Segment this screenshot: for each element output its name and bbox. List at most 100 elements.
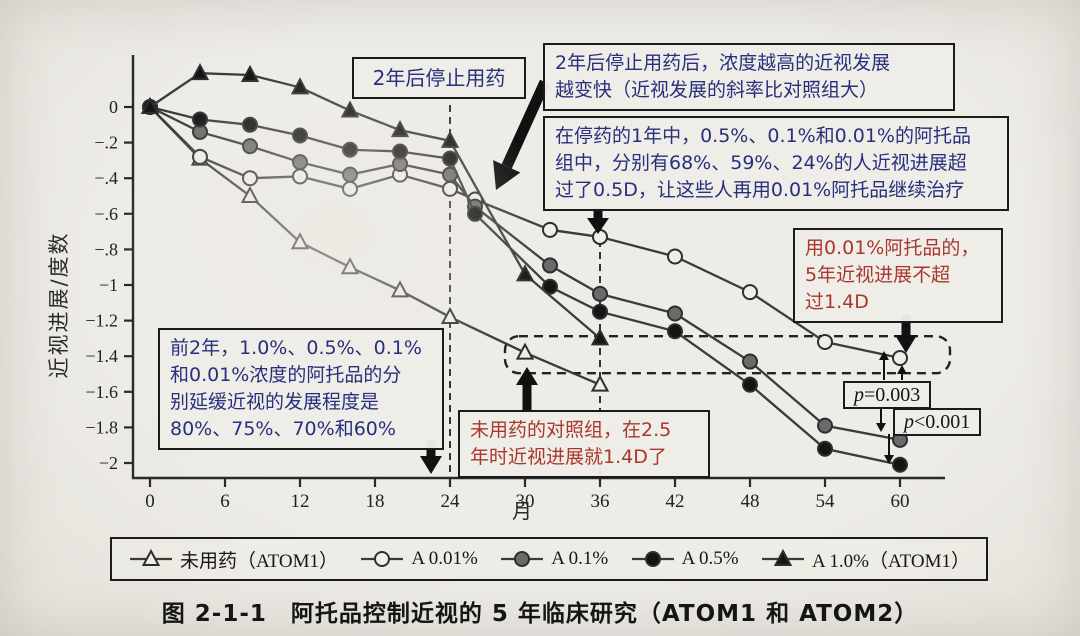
x-tick-label: 6 xyxy=(220,491,230,512)
x-axis-label: 月 xyxy=(512,499,532,523)
arrow-head xyxy=(587,218,609,234)
circle-black-marker xyxy=(892,456,908,473)
annotation-stop-treatment-box: 2年后停止用药 xyxy=(352,57,526,99)
circle-gray-marker xyxy=(817,417,833,434)
y-tick-label: −.4 xyxy=(94,168,118,188)
triangle-open-marker xyxy=(590,374,610,392)
triangle-filled-marker xyxy=(590,328,610,346)
p-symbol: p xyxy=(904,411,914,433)
y-tick-label: −1 xyxy=(99,275,118,295)
triangle-open-marker xyxy=(240,185,260,203)
y-tick-label: −.6 xyxy=(94,204,118,224)
y-tick-label: −1.2 xyxy=(85,311,118,331)
legend-marker-triangle-open xyxy=(130,549,172,566)
legend-item: A 1.0%（ATOM1） xyxy=(760,546,970,573)
legend-marker-circle-gray xyxy=(501,551,544,567)
circle-open-marker xyxy=(742,284,758,301)
y-tick-label: −1.6 xyxy=(85,382,118,402)
circle-open-marker xyxy=(374,551,391,567)
legend-item: A 0.5% xyxy=(630,548,739,570)
circle-open-marker xyxy=(817,333,833,350)
annotation-line: 在停药的1年中，0.5%、0.1%和0.01%的阿托品 xyxy=(555,125,971,147)
legend-item: A 0.1% xyxy=(499,548,608,570)
y-axis-label: 近视进展/度数 xyxy=(47,231,71,379)
y-tick-label: −1.8 xyxy=(85,417,118,437)
x-tick-label: 30 xyxy=(516,491,535,512)
y-tick-label: −.8 xyxy=(94,239,118,259)
x-tick-label: 12 xyxy=(291,491,310,512)
circle-gray-marker xyxy=(592,285,608,302)
arrow-head xyxy=(879,351,889,360)
annotation-line: 5年近视进展不超 xyxy=(805,263,951,286)
circle-black-marker xyxy=(644,551,661,567)
legend-marker-circle-black xyxy=(631,551,674,567)
circle-gray-marker xyxy=(514,551,531,567)
triangle-open-marker xyxy=(515,342,535,360)
annotation-line: 用0.01%阿托品的， xyxy=(805,237,980,259)
triangle-open-marker xyxy=(440,306,460,325)
x-tick-label: 54 xyxy=(816,491,836,512)
y-tick-label: −1.4 xyxy=(85,346,118,366)
legend-label: A 1.0%（ATOM1） xyxy=(812,550,970,572)
arrow-p003-down xyxy=(876,407,886,432)
arrow-head xyxy=(516,367,538,385)
circle-open-marker xyxy=(242,170,258,187)
circle-black-marker xyxy=(192,111,208,128)
annotation-low-dose-box: 用0.01%阿托品的， 5年近视进展不超 过1.4D xyxy=(793,228,1003,323)
circle-black-marker xyxy=(242,116,258,133)
circle-black-marker xyxy=(667,323,683,340)
annotation-line: 未用药的对照组，在2.5 xyxy=(470,419,672,441)
annotation-line: 别延缓近视的发展程度是 xyxy=(170,390,380,413)
legend-item: A 0.01% xyxy=(359,548,478,570)
annotation-line: 组中，分别有68%、59%、24%的人近视进展超 xyxy=(555,151,967,174)
annotation-washout-box: 2年后停止用药后，浓度越高的近视发展 越变快（近视发展的斜率比对照组大） xyxy=(543,43,955,111)
triangle-open-marker xyxy=(390,280,410,298)
p-value: <0.001 xyxy=(914,411,971,433)
circle-open-marker xyxy=(292,168,308,185)
x-tick-label: 36 xyxy=(591,491,610,512)
p-symbol: p xyxy=(854,384,864,406)
annotation-line: 和0.01%浓度的阿托品的分 xyxy=(170,363,402,386)
arrow-head xyxy=(876,423,886,432)
x-tick-label: 48 xyxy=(741,491,760,512)
circle-black-marker xyxy=(467,205,483,222)
circle-gray-marker xyxy=(242,138,258,155)
x-tick-label: 42 xyxy=(666,491,685,512)
circle-gray-marker xyxy=(292,154,308,171)
triangle-filled-marker xyxy=(190,63,210,81)
arrow-p001-down xyxy=(884,434,894,464)
p-value-label-0.001: p<0.001 xyxy=(893,408,982,436)
legend: 未用药（ATOM1） A 0.01% A 0.1% A 0.5% A 1.0%（ATOM… xyxy=(110,537,988,581)
circle-open-marker xyxy=(192,148,208,165)
legend-marker-triangle-filled xyxy=(762,549,804,566)
triangle-open-marker xyxy=(340,257,360,275)
x-tick-label: 18 xyxy=(366,491,385,512)
annotation-rebound-box: 在停药的1年中，0.5%、0.1%和0.01%的阿托品 组中，分别有68%、59… xyxy=(543,116,1009,211)
annotation-line: 年时近视进展就1.4D了 xyxy=(470,445,667,468)
arrow-rebound-to-0.01-curve xyxy=(587,208,609,234)
circle-black-marker xyxy=(817,440,833,457)
circle-black-marker xyxy=(392,143,408,160)
annotation-line: 过了0.5D，让这些人再用0.01%阿托品继续治疗 xyxy=(555,178,965,201)
annotation-line: 2年后停止用药 xyxy=(372,66,506,90)
circle-open-marker xyxy=(442,180,458,197)
circle-black-marker xyxy=(292,127,308,144)
arrow-p003-up-right xyxy=(897,365,907,380)
p-value-label-0.003: p=0.003 xyxy=(843,381,932,409)
circle-gray-marker xyxy=(742,353,758,370)
legend-label: 未用药（ATOM1） xyxy=(180,550,338,572)
p-value: =0.003 xyxy=(864,384,921,406)
legend-label: A 0.01% xyxy=(411,548,478,569)
circle-open-marker xyxy=(542,221,558,238)
y-tick-label: −.2 xyxy=(94,133,118,153)
x-tick-label: 0 xyxy=(145,491,155,512)
circle-black-marker xyxy=(592,303,608,320)
highlight-1.4D-box xyxy=(503,335,952,375)
annotation-first-2-years-box: 前2年，1.0%、0.5%、0.1% 和0.01%浓度的阿托品的分 别延缓近视的… xyxy=(158,328,444,450)
circle-open-marker xyxy=(342,180,358,197)
arrow-head xyxy=(884,455,894,464)
circle-open-marker xyxy=(667,248,683,265)
y-tick-label: −2 xyxy=(99,453,118,473)
circle-open-marker xyxy=(592,228,608,245)
